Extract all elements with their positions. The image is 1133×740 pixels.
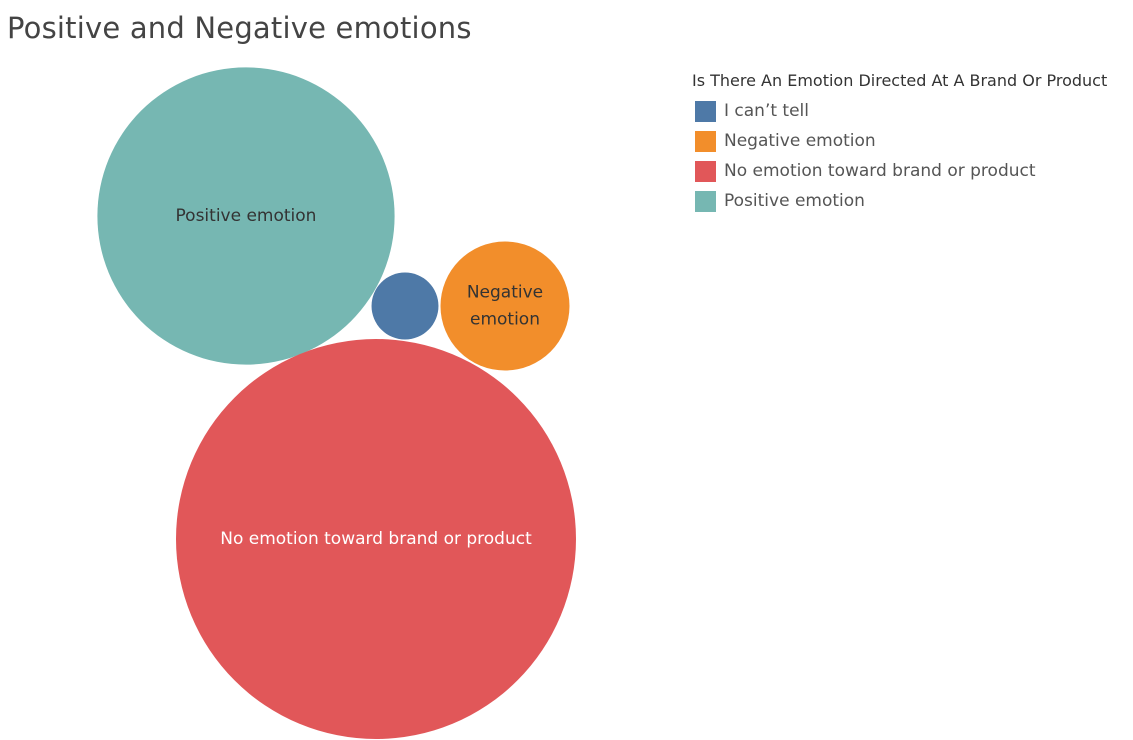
bubble[interactable]: Negative emotion <box>440 241 570 371</box>
legend-item[interactable]: Positive emotion <box>692 186 1132 216</box>
legend-swatch <box>695 130 716 152</box>
bubble-circle[interactable] <box>371 272 439 340</box>
chart-title: Positive and Negative emotions <box>7 11 472 45</box>
legend-label: Positive emotion <box>724 191 865 211</box>
bubble-circle[interactable] <box>440 241 570 371</box>
legend-swatch <box>695 100 716 122</box>
bubble[interactable]: Positive emotion <box>97 67 395 365</box>
legend-swatch <box>695 160 716 182</box>
legend: Is There An Emotion Directed At A Brand … <box>692 71 1132 216</box>
legend-item[interactable]: No emotion toward brand or product <box>692 156 1132 186</box>
legend-label: I can’t tell <box>724 101 809 121</box>
legend-swatch <box>695 190 716 212</box>
bubble-label: emotion <box>470 310 540 330</box>
bubble-circle[interactable] <box>97 67 395 365</box>
legend-item[interactable]: Negative emotion <box>692 126 1132 156</box>
bubble-label: Positive emotion <box>176 206 317 226</box>
bubble-label: Negative <box>467 283 543 303</box>
legend-label: No emotion toward brand or product <box>724 161 1036 181</box>
bubble-label: No emotion toward brand or product <box>220 529 532 549</box>
legend-title: Is There An Emotion Directed At A Brand … <box>692 71 1108 90</box>
legend-label: Negative emotion <box>724 131 876 151</box>
bubble-circle[interactable] <box>176 339 576 739</box>
legend-item[interactable]: I can’t tell <box>692 96 1132 126</box>
bubble[interactable] <box>371 272 439 340</box>
bubble[interactable]: No emotion toward brand or product <box>176 339 576 739</box>
